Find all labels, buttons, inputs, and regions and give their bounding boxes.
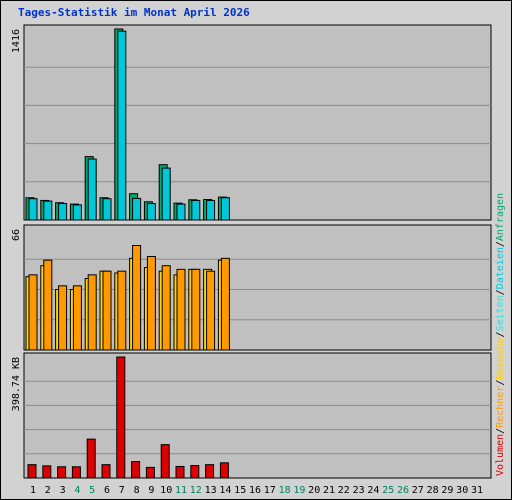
x-tick-label-day-13: 13	[205, 485, 217, 496]
bar-volumen-day-11	[175, 465, 185, 479]
panel-volume-background	[23, 352, 492, 479]
x-tick-label-day-20: 20	[308, 485, 320, 496]
legend-separator: /	[495, 241, 506, 247]
bar-volumen-day-10	[160, 444, 170, 479]
bar-volumen-day-1	[27, 464, 37, 479]
bar-dateien-day-9	[146, 203, 156, 221]
bar-volumen-day-8	[131, 461, 141, 479]
legend-separator: /	[495, 289, 506, 295]
x-tick-label-day-16: 16	[249, 485, 261, 496]
x-tick-label-day-11: 11	[175, 485, 187, 496]
x-tick-label-day-5: 5	[89, 485, 95, 496]
legend-dateien: Dateien	[495, 247, 506, 289]
bar-volumen-day-3	[57, 466, 67, 479]
legend-separator: /	[495, 428, 506, 434]
bar-dateien-day-13	[206, 199, 216, 221]
bar-rechner-day-6	[102, 270, 112, 351]
x-tick-label-day-8: 8	[134, 485, 140, 496]
bar-volumen-day-7	[116, 356, 126, 479]
x-tick-label-day-14: 14	[219, 485, 231, 496]
panel-hits-ymax-label: 1416	[11, 29, 22, 53]
bar-dateien-day-12	[191, 199, 201, 221]
legend-besuche: Besuche	[495, 337, 506, 379]
panel-visits-ymax-label: 66	[11, 229, 22, 241]
bar-dateien-day-10	[161, 167, 171, 221]
x-tick-label-day-3: 3	[60, 485, 66, 496]
x-tick-label-day-6: 6	[104, 485, 110, 496]
bar-rechner-day-1	[28, 274, 38, 351]
bar-rechner-day-3	[58, 285, 68, 351]
x-tick-label-day-26: 26	[397, 485, 409, 496]
x-tick-label-day-10: 10	[160, 485, 172, 496]
x-tick-label-day-2: 2	[45, 485, 51, 496]
bar-rechner-day-12	[191, 268, 201, 351]
x-tick-label-day-1: 1	[30, 485, 36, 496]
bar-rechner-day-7	[117, 270, 127, 351]
bar-dateien-day-8	[132, 197, 142, 221]
legend-anfragen: Anfragen	[495, 193, 506, 241]
x-tick-label-day-25: 25	[382, 485, 394, 496]
x-tick-label-day-9: 9	[148, 485, 154, 496]
x-tick-label-day-24: 24	[367, 485, 379, 496]
bar-volumen-day-2	[42, 465, 52, 479]
bar-dateien-day-3	[58, 203, 68, 221]
bar-rechner-day-10	[161, 265, 171, 351]
bar-dateien-day-6	[102, 198, 112, 221]
panel-volume-ymax-label: 398.74 KB	[11, 357, 22, 411]
bar-volumen-day-6	[101, 464, 111, 479]
legend-separator: /	[495, 331, 506, 337]
x-tick-label-day-22: 22	[338, 485, 350, 496]
bar-dateien-day-2	[43, 200, 53, 221]
legend-volumen: Volumen	[495, 434, 506, 476]
x-tick-label-day-18: 18	[279, 485, 291, 496]
legend-separator: /	[495, 380, 506, 386]
legend-seiten: Seiten	[495, 295, 506, 331]
legend-rechner: Rechner	[495, 386, 506, 428]
bar-volumen-day-9	[145, 466, 155, 479]
bar-dateien-day-11	[176, 203, 186, 221]
bar-volumen-day-14	[219, 462, 229, 479]
bar-volumen-day-5	[86, 438, 96, 479]
bar-dateien-day-7	[117, 30, 127, 221]
x-tick-label-day-19: 19	[293, 485, 305, 496]
x-tick-label-day-4: 4	[74, 485, 80, 496]
bar-dateien-day-5	[87, 158, 97, 221]
x-tick-label-day-27: 27	[412, 485, 424, 496]
bar-rechner-day-5	[87, 274, 97, 351]
x-tick-label-day-21: 21	[323, 485, 335, 496]
bar-rechner-day-14	[220, 257, 230, 351]
bar-dateien-day-1	[28, 198, 38, 221]
bar-rechner-day-11	[176, 268, 186, 351]
bar-rechner-day-4	[72, 285, 82, 351]
bar-dateien-day-14	[220, 197, 230, 221]
x-tick-label-day-31: 31	[471, 485, 483, 496]
bar-volumen-day-13	[205, 464, 215, 479]
x-tick-label-day-29: 29	[441, 485, 453, 496]
x-tick-label-day-12: 12	[190, 485, 202, 496]
bar-volumen-day-4	[71, 466, 81, 479]
x-tick-label-day-7: 7	[119, 485, 125, 496]
bar-volumen-day-12	[190, 465, 200, 479]
x-tick-label-day-30: 30	[456, 485, 468, 496]
bar-rechner-day-9	[146, 256, 156, 351]
x-tick-label-day-28: 28	[427, 485, 439, 496]
x-tick-label-day-17: 17	[264, 485, 276, 496]
chart-title: Tages-Statistik im Monat April 2026	[18, 6, 250, 19]
bar-rechner-day-8	[132, 245, 142, 351]
right-legend: Volumen/Rechner/Besuche/Seiten/Dateien/A…	[495, 193, 506, 476]
x-tick-label-day-15: 15	[234, 485, 246, 496]
bar-rechner-day-13	[206, 270, 216, 351]
x-tick-label-day-23: 23	[353, 485, 365, 496]
bar-dateien-day-4	[72, 204, 82, 221]
panel-hits-background	[23, 24, 492, 221]
bar-rechner-day-2	[43, 259, 53, 351]
